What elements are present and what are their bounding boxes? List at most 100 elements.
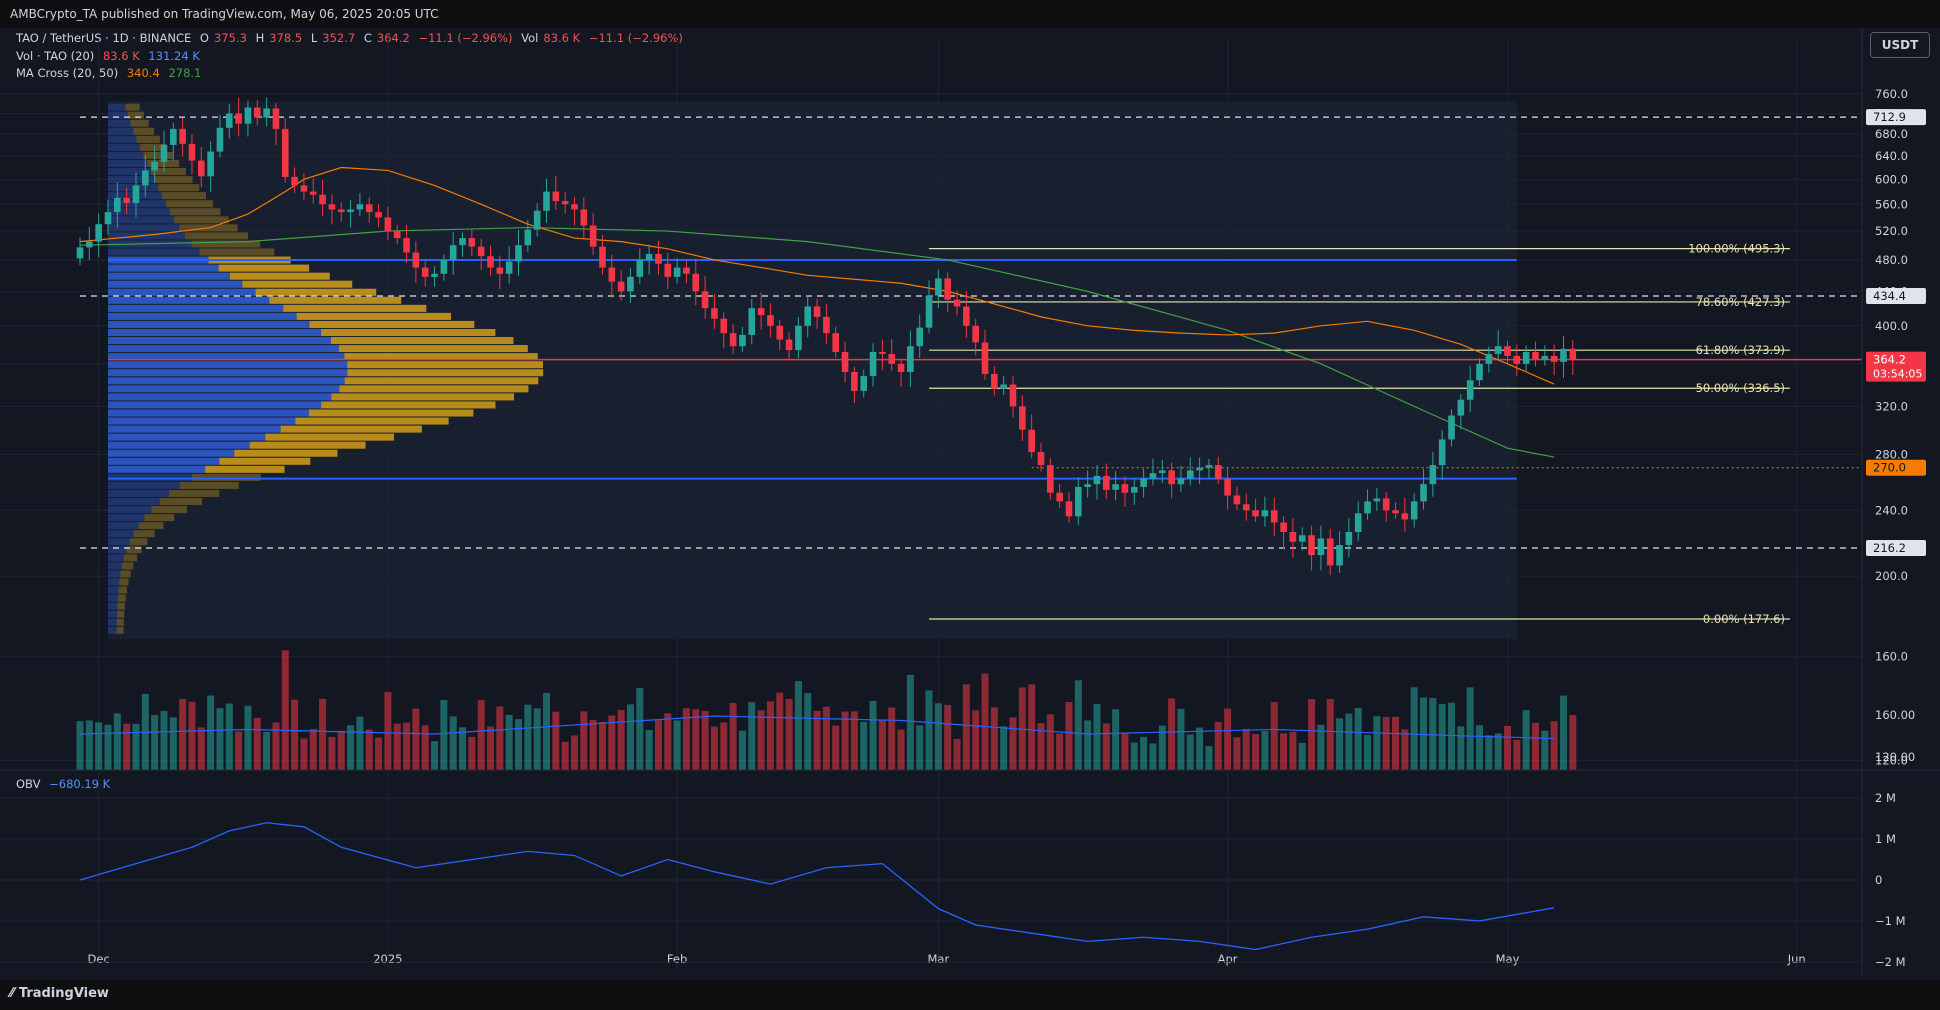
candle-body: [925, 295, 933, 328]
candle: [1056, 483, 1063, 509]
volume-bar: [1559, 695, 1567, 770]
candle: [543, 178, 550, 223]
vp-bar-down: [107, 409, 309, 417]
candle-body: [459, 238, 466, 246]
vp-bar-up: [347, 361, 543, 369]
volume-bar: [1280, 733, 1288, 770]
candle: [440, 254, 448, 281]
price-tag-bg: [1866, 540, 1926, 557]
vp-bar-up: [179, 481, 239, 489]
volume-bar: [95, 722, 103, 770]
candle-body: [151, 161, 158, 171]
vp-bar-up: [169, 208, 221, 216]
x-tick-label: Apr: [1218, 952, 1238, 966]
volume-bar: [1205, 746, 1213, 770]
volume-bar: [244, 705, 252, 770]
volume-bar: [431, 741, 439, 770]
volume-bar: [701, 710, 709, 770]
volume-bar: [1410, 687, 1418, 770]
candle: [1168, 462, 1175, 499]
y-tick-label: 520.0: [1875, 224, 1908, 238]
candle-body: [95, 224, 102, 242]
candle: [767, 303, 774, 338]
vp-bar-up: [121, 562, 134, 570]
volume-bar: [1448, 702, 1456, 770]
vp-bar-up: [296, 312, 452, 320]
volume-bar: [1569, 715, 1577, 770]
candle: [1382, 492, 1390, 522]
candle: [776, 319, 784, 351]
vp-bar-down: [107, 103, 126, 111]
volume-bar: [459, 727, 467, 770]
candle: [1560, 336, 1567, 378]
candle: [879, 339, 886, 371]
candle: [114, 182, 121, 228]
volume-bar: [1242, 728, 1250, 770]
candle: [160, 130, 168, 173]
candle: [216, 114, 224, 158]
candle-body: [328, 204, 336, 210]
volume-bar: [598, 721, 606, 770]
candle: [795, 317, 802, 359]
vp-bar-down: [107, 127, 134, 135]
volume-bar: [1485, 735, 1493, 770]
candle: [1028, 414, 1035, 459]
y-tick-label: 680.0: [1875, 127, 1908, 141]
vp-bar-down: [107, 417, 296, 425]
vp-bar-up: [265, 433, 394, 441]
x-tick-label: Feb: [667, 952, 687, 966]
vp-bar-up: [330, 337, 514, 345]
vp-bar-down: [107, 345, 339, 353]
volume-legend[interactable]: Vol · TAO (20) 83.6 K 131.24 K: [16, 49, 205, 63]
candle: [123, 188, 130, 214]
volume-bar: [281, 650, 289, 770]
vp-bar-down: [107, 377, 345, 385]
vp-bar-down: [107, 393, 332, 401]
vp-bar-down: [107, 184, 159, 192]
volume-bar: [710, 726, 718, 770]
candle-body: [524, 229, 532, 246]
y-tick-label: 600.0: [1875, 172, 1908, 186]
vp-bar-down: [107, 425, 281, 433]
volume-bar: [1392, 716, 1400, 770]
candle: [655, 240, 662, 276]
volume-tick-label: 160.00: [1875, 708, 1915, 722]
candle-body: [225, 113, 233, 128]
obv-tick-label: −1 M: [1875, 914, 1906, 928]
volume-bar: [160, 710, 168, 770]
candle-body: [253, 107, 261, 118]
obv-legend[interactable]: OBV −680.19 K: [16, 777, 115, 791]
candle: [981, 329, 989, 380]
volume-bar: [1112, 709, 1120, 770]
candle-body: [300, 185, 308, 192]
vp-bar-down: [107, 304, 284, 312]
candle-body: [347, 209, 354, 213]
candle: [421, 261, 429, 287]
candle-body: [431, 273, 438, 277]
candle: [1196, 457, 1203, 485]
vp-bar-down: [107, 465, 206, 473]
volume-bar: [962, 684, 970, 770]
ma-legend[interactable]: MA Cross (20, 50) 340.4 278.1: [16, 66, 206, 80]
candle: [179, 117, 186, 157]
vp-bar-up: [199, 248, 275, 256]
candle-body: [197, 160, 205, 177]
candle: [1392, 502, 1399, 519]
candle-body: [1140, 478, 1147, 487]
vp-bar-up: [130, 119, 149, 127]
vp-bar-down: [107, 546, 127, 554]
candle-body: [832, 333, 840, 353]
volume-bar: [347, 725, 355, 770]
currency-button[interactable]: USDT: [1870, 32, 1930, 58]
change-value: −11.1 (−2.96%): [418, 31, 513, 45]
tradingview-logo[interactable]: ⁄⁄ TradingView: [10, 986, 109, 1001]
candles: [76, 97, 1577, 576]
candle-body: [879, 352, 886, 354]
symbol-title[interactable]: TAO / TetherUS · 1D · BINANCE: [16, 31, 192, 45]
vp-bar-down: [107, 168, 151, 176]
volume-bar: [440, 700, 448, 770]
volume-bar: [533, 708, 541, 770]
vp-bar-up: [169, 489, 220, 498]
volume-bar: [916, 725, 924, 770]
